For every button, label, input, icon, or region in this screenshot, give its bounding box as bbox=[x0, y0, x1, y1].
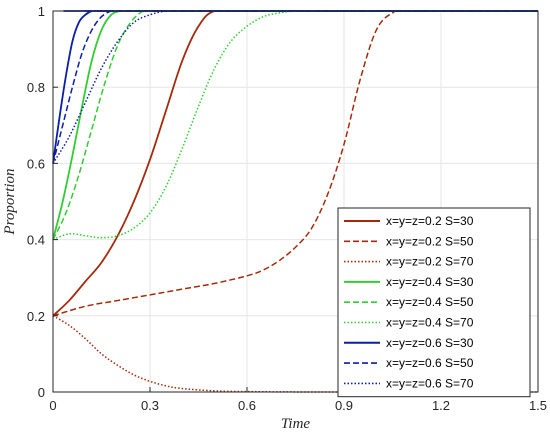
legend-label: x=y=z=0.6 S=30 bbox=[386, 336, 474, 350]
legend-box bbox=[337, 207, 531, 398]
legend-label: x=y=z=0.6 S=70 bbox=[386, 376, 474, 390]
series-line-6 bbox=[52, 10, 538, 241]
x-tick-label: 1.2 bbox=[432, 398, 450, 413]
y-tick-label: 0.2 bbox=[27, 309, 45, 324]
series-line-4 bbox=[52, 10, 538, 240]
legend-label: x=y=z=0.2 S=70 bbox=[386, 255, 474, 269]
y-tick-label: 0.8 bbox=[27, 80, 45, 95]
x-tick-label: 1.5 bbox=[529, 398, 547, 413]
legend-label: x=y=z=0.4 S=70 bbox=[386, 316, 474, 330]
series-line-5 bbox=[52, 10, 538, 240]
legend-label: x=y=z=0.4 S=50 bbox=[386, 295, 474, 309]
x-tick-label: 0.6 bbox=[238, 398, 256, 413]
series-line-3 bbox=[52, 315, 538, 393]
y-tick-label: 1 bbox=[38, 4, 45, 19]
x-tick-label: 0.9 bbox=[335, 398, 353, 413]
tick-labels: 0 0.3 0.6 0.9 1.2 1.5 0 0.2 0.4 0.6 0.8 1 bbox=[27, 4, 547, 413]
plot-frame bbox=[52, 10, 539, 393]
y-tick-label: 0.4 bbox=[27, 233, 45, 248]
legend-label: x=y=z=0.4 S=30 bbox=[386, 275, 474, 289]
legend-label: x=y=z=0.2 S=50 bbox=[386, 234, 474, 248]
y-tick-label: 0 bbox=[38, 385, 45, 400]
y-tick-label: 0.6 bbox=[27, 156, 45, 171]
series-line-2 bbox=[52, 10, 538, 317]
legend-label: x=y=z=0.2 S=30 bbox=[386, 214, 474, 228]
legend: x=y=z=0.2 S=30 x=y=z=0.2 S=50 x=y=z=0.2 S=… bbox=[337, 207, 531, 398]
x-tick-label: 0 bbox=[49, 398, 56, 413]
y-axis-label: Proportion bbox=[2, 168, 18, 235]
x-axis-label: Time bbox=[281, 416, 311, 432]
legend-label: x=y=z=0.6 S=50 bbox=[386, 356, 474, 370]
x-tick-label: 0.3 bbox=[141, 398, 159, 413]
